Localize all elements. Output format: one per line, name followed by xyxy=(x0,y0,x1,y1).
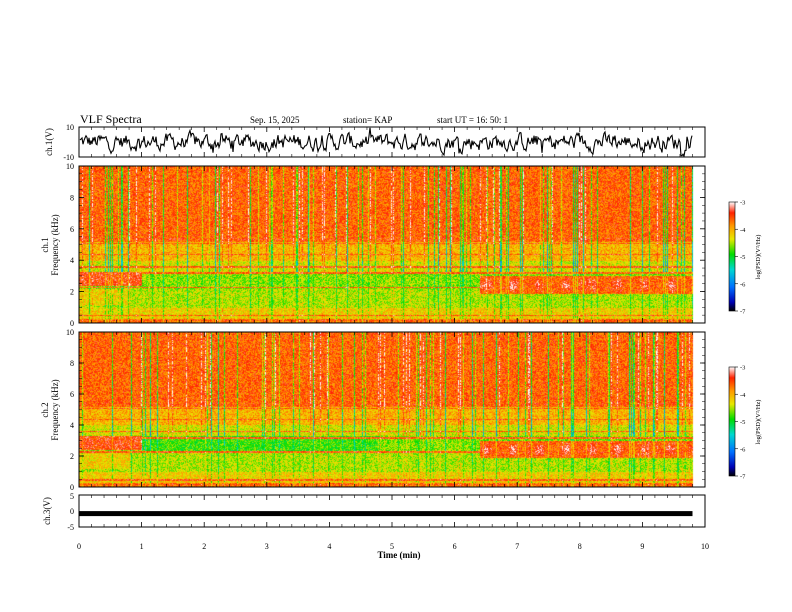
station-label: station= KAP xyxy=(343,115,392,125)
ch3-ytick-top: 5 xyxy=(70,492,74,501)
date-label: Sep. 15, 2025 xyxy=(250,115,300,125)
x-tick-label: 4 xyxy=(327,542,331,551)
spec2-y-tick-label: 10 xyxy=(66,328,74,337)
ch2-title: ch.2 xyxy=(40,402,50,417)
ch1-spectrogram-image xyxy=(79,166,705,323)
x-tick-label: 9 xyxy=(640,542,644,551)
spec1-y-tick-label: 8 xyxy=(70,193,74,202)
ch3-ytick-bottom: -5 xyxy=(67,523,74,532)
ch3-ytick-mid: 0 xyxy=(70,507,74,516)
ch2-freq-label: Frequency (kHz) xyxy=(50,379,60,440)
colorbar2-tick-label: -4 xyxy=(740,392,746,399)
spec1-y-tick-label: 0 xyxy=(70,319,74,328)
ch1-freq-label: Frequency (kHz) xyxy=(50,214,60,275)
x-axis-label: Time (min) xyxy=(377,550,420,560)
ch3-waveform-panel: 5 0 -5 ch.3(V) xyxy=(42,492,706,532)
ch1-ylabel: ch.1(V) xyxy=(44,128,54,156)
ch2-spectrogram-image xyxy=(79,332,705,487)
x-tick-label: 0 xyxy=(77,542,81,551)
colorbar1-tick-label: -7 xyxy=(740,309,746,316)
x-tick-label: 10 xyxy=(701,542,709,551)
ch1-ytick-bottom: -10 xyxy=(63,153,74,162)
spec2-y-tick-label: 8 xyxy=(70,359,74,368)
ch1-ytick-top: 10 xyxy=(66,123,74,132)
x-tick-label: 8 xyxy=(578,542,582,551)
spec1-y-tick-label: 6 xyxy=(70,225,74,234)
spec1-y-tick-label: 10 xyxy=(66,162,74,171)
colorbar2-tick-label: -3 xyxy=(740,365,745,372)
colorbar1-tick-label: -6 xyxy=(740,281,746,288)
x-tick-label: 3 xyxy=(265,542,269,551)
ch2-colorbar-label: log(PSD)(V²/Hz) xyxy=(755,400,762,445)
colorbar1-tick-label: -3 xyxy=(740,200,745,207)
x-tick-label: 7 xyxy=(515,542,519,551)
ch1-waveform-trace xyxy=(79,127,693,157)
spec1-y-tick-label: 4 xyxy=(70,256,74,265)
spec2-y-tick-label: 4 xyxy=(70,421,74,430)
ch3-waveform-trace xyxy=(79,511,693,517)
colorbar1-tick-label: -4 xyxy=(740,227,746,234)
ch1-colorbar xyxy=(728,201,736,312)
x-tick-label: 5 xyxy=(390,542,394,551)
spec1-y-tick-label: 2 xyxy=(70,288,74,297)
x-tick-label: 6 xyxy=(453,542,457,551)
start-time-label: start UT = 16: 50: 1 xyxy=(437,115,508,125)
ch1-title: ch.1 xyxy=(40,237,50,252)
ch1-waveform-panel: 10 -10 ch.1(V) xyxy=(44,123,706,162)
ch2-colorbar xyxy=(728,366,736,477)
x-tick-label: 1 xyxy=(140,542,144,551)
ch3-ylabel: ch.3(V) xyxy=(42,497,52,525)
figure-title: VLF Spectra xyxy=(80,112,142,126)
colorbar2-tick-label: -5 xyxy=(740,419,745,426)
ch1-colorbar-label: log(PSD)(V²/Hz) xyxy=(755,235,762,280)
colorbar2-tick-label: -6 xyxy=(740,446,746,453)
x-tick-label: 2 xyxy=(202,542,206,551)
spec2-y-tick-label: 6 xyxy=(70,390,74,399)
colorbar1-tick-label: -5 xyxy=(740,254,745,261)
spec2-y-tick-label: 0 xyxy=(70,483,74,492)
spec2-y-tick-label: 2 xyxy=(70,452,74,461)
colorbar2-tick-label: -7 xyxy=(740,474,746,481)
